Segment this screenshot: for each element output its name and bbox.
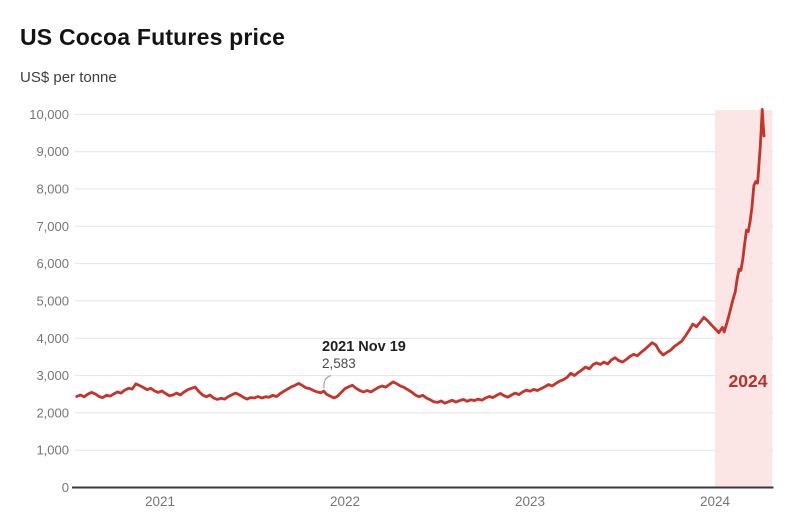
y-tick-label: 1,000 [36,443,69,458]
highlight-band-label: 2024 [728,371,768,391]
y-tick-label: 6,000 [36,256,69,271]
annotation-leader-line [323,374,332,389]
x-tick-label: 2022 [330,494,360,509]
y-tick-label: 9,000 [36,144,69,159]
chart-title: US Cocoa Futures price [20,24,286,50]
y-tick-label: 8,000 [36,182,69,197]
chart-subtitle: US$ per tonne [20,69,117,86]
x-tick-label: 2021 [145,494,175,509]
y-tick-label: 3,000 [36,368,69,383]
y-tick-label: 7,000 [36,219,69,234]
y-tick-label: 10,000 [29,107,69,122]
price-line-series [75,108,766,405]
x-tick-label: 2023 [515,494,545,509]
y-tick-label: 5,000 [36,293,69,308]
y-tick-label: 0 [62,480,69,495]
highlight-band-2024 [715,110,773,488]
x-tick-label: 2024 [700,494,731,509]
y-tick-label: 2,000 [36,405,69,420]
y-tick-label: 4,000 [36,331,69,346]
